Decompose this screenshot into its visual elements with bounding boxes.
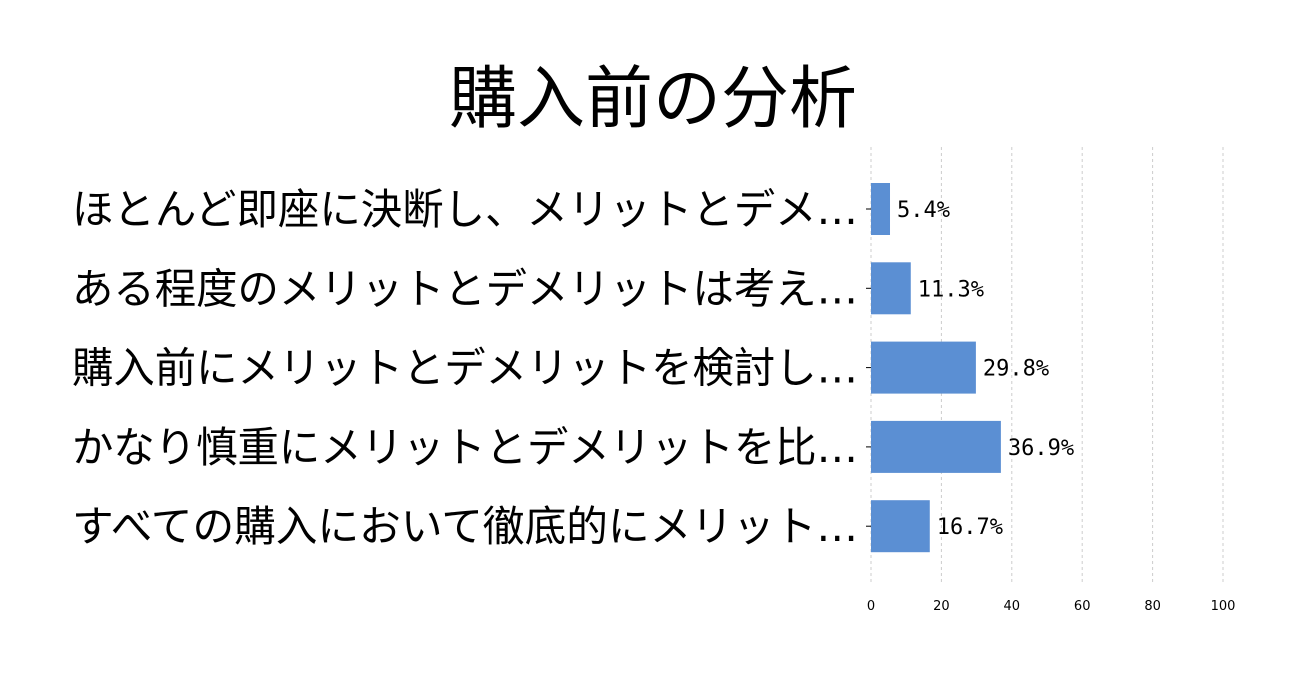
bar xyxy=(871,183,891,235)
value-label: 11.3% xyxy=(918,277,984,302)
bar xyxy=(871,420,1001,473)
category-label: ある程度のメリットとデメリットは考え… xyxy=(72,264,858,313)
x-tick-label: 60 xyxy=(1074,599,1091,614)
value-labels: 5.4% 11.3% 29.8% 36.9% 16.7% xyxy=(897,198,1074,540)
category-labels: ほとんど即座に決断し、メリットとデメ… ある程度のメリットとデメリットは考え… 購入… xyxy=(72,185,858,551)
bar xyxy=(871,262,911,315)
value-label: 16.7% xyxy=(937,515,1003,540)
bars xyxy=(871,183,1001,553)
value-label: 36.9% xyxy=(1008,436,1074,461)
category-label: ほとんど即座に決断し、メリットとデメ… xyxy=(72,185,858,234)
x-axis: 0 20 40 60 80 100 xyxy=(866,208,1236,614)
bar xyxy=(871,341,976,394)
category-label: すべての購入において徹底的にメリット… xyxy=(72,502,858,551)
category-label: 購入前にメリットとデメリットを検討し… xyxy=(72,344,858,393)
value-label: 29.8% xyxy=(983,357,1049,382)
x-tick-label: 20 xyxy=(933,599,950,614)
x-tick-label: 0 xyxy=(867,599,875,614)
x-tick-label: 100 xyxy=(1211,599,1236,614)
bar xyxy=(871,500,930,553)
category-label: かなり慎重にメリットとデメリットを比… xyxy=(72,423,858,472)
chart-title: 購入前の分析 xyxy=(449,60,857,139)
value-label: 5.4% xyxy=(897,198,950,223)
x-tick-label: 40 xyxy=(1004,599,1021,614)
x-tick-label: 80 xyxy=(1144,599,1161,614)
